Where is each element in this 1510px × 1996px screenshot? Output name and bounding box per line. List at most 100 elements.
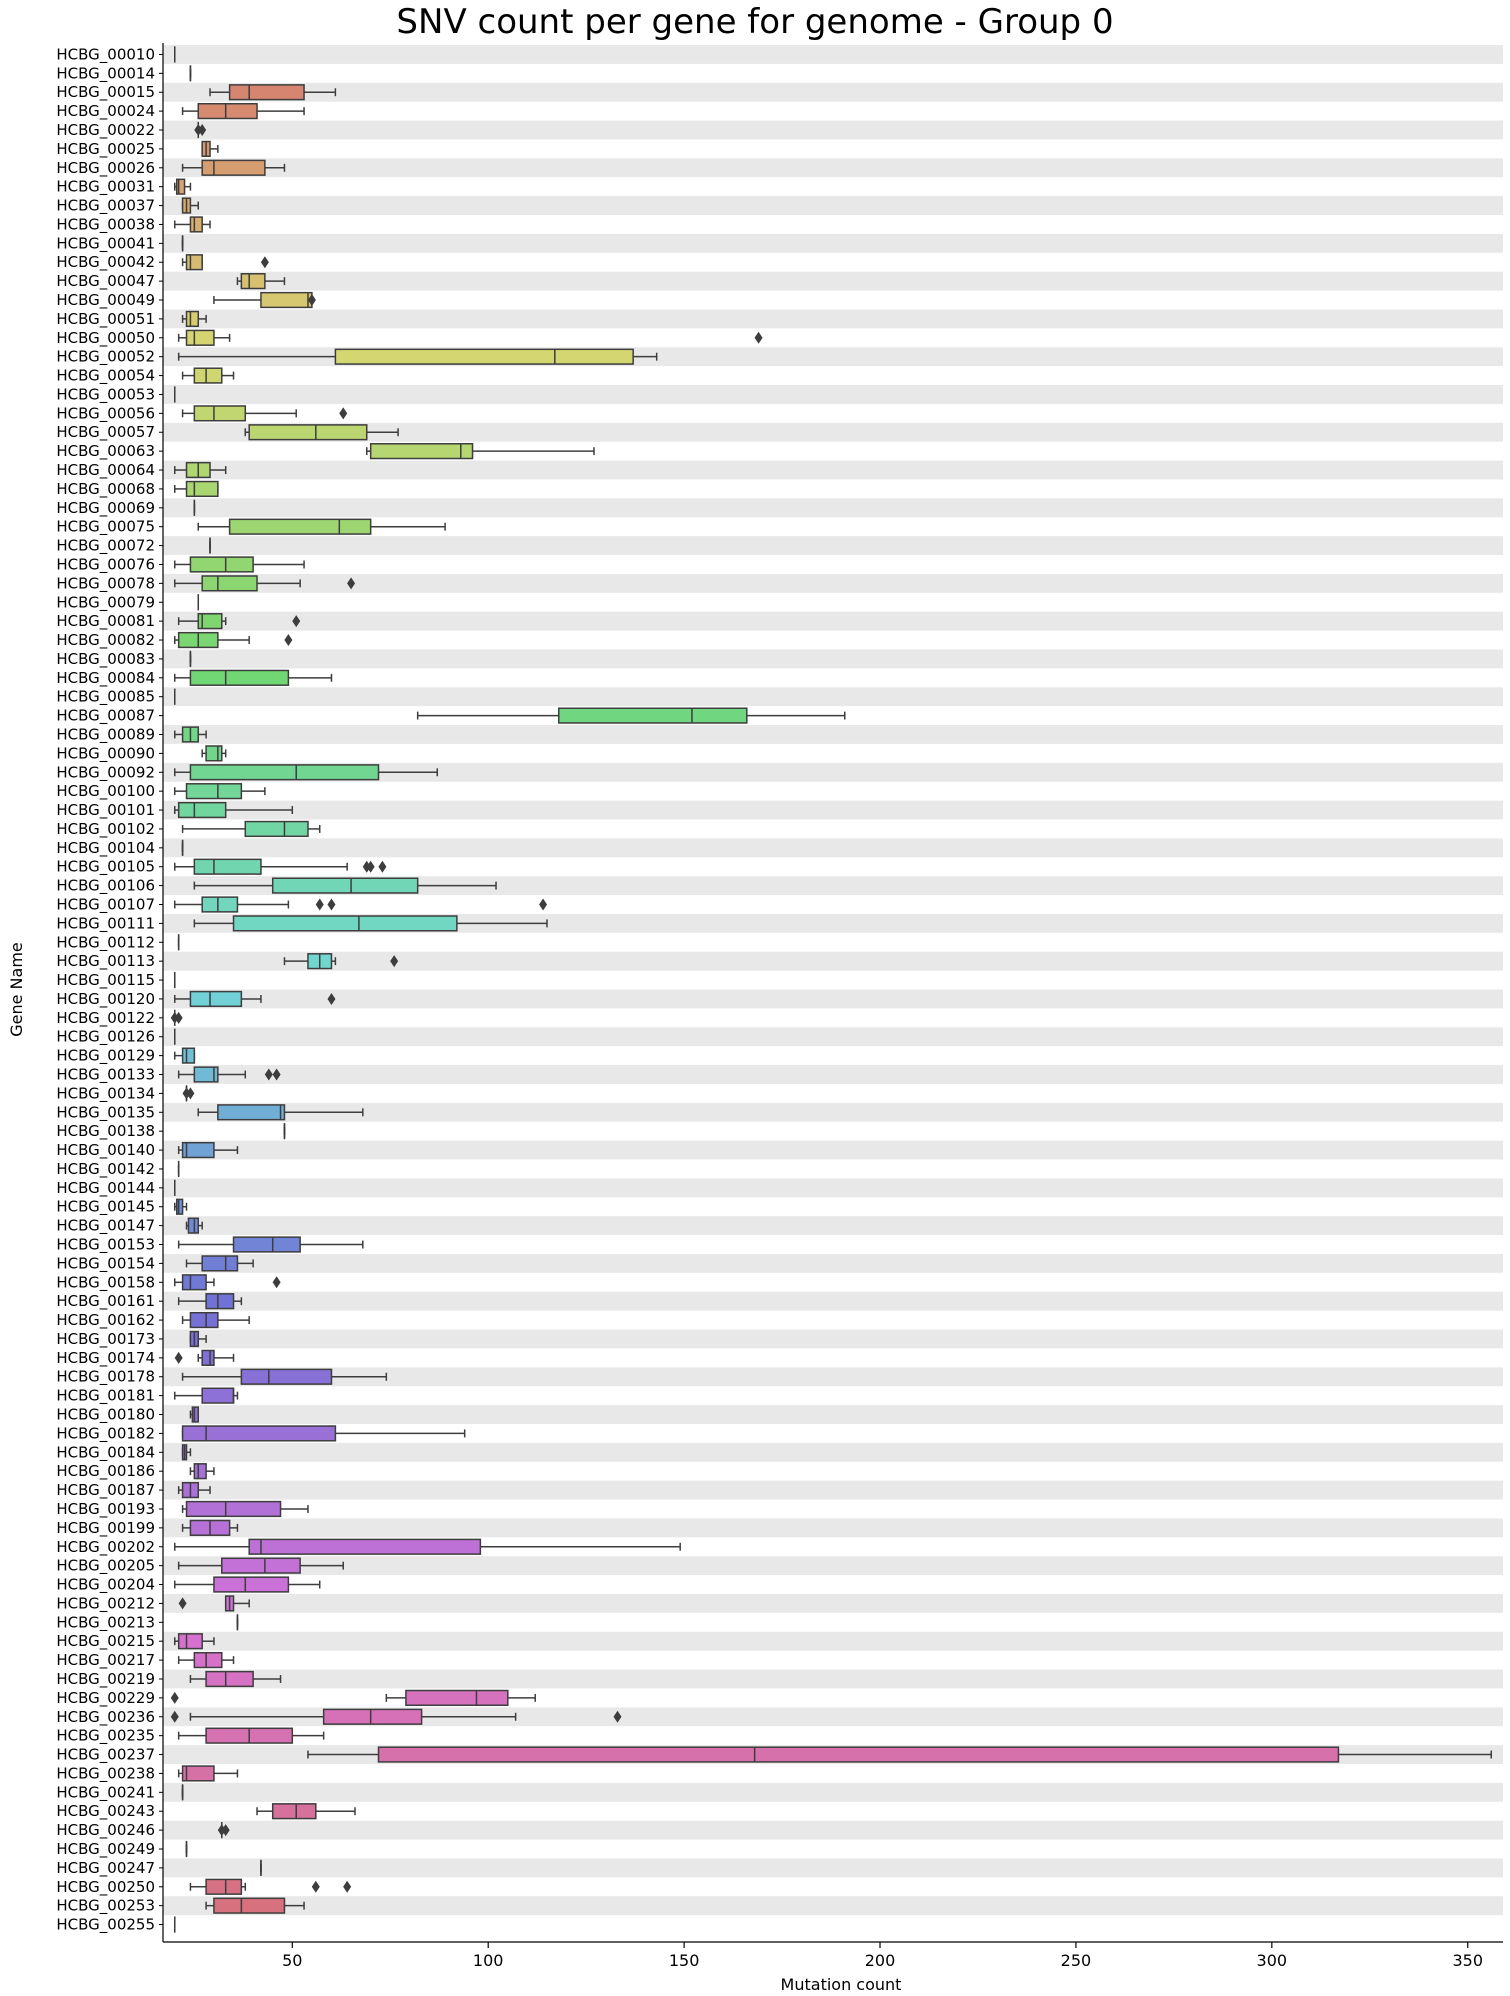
outlier-marker xyxy=(198,124,207,137)
row-band xyxy=(163,1102,1503,1122)
y-tick-label: HCBG_00089 xyxy=(56,725,155,744)
y-tick-label: HCBG_00178 xyxy=(56,1368,155,1387)
y-tick-label: HCBG_00090 xyxy=(56,744,155,763)
outlier-marker xyxy=(272,1276,281,1289)
y-tick-label: HCBG_00205 xyxy=(56,1557,155,1576)
row-band xyxy=(163,460,1503,480)
row-band xyxy=(163,1253,1503,1273)
x-tick-label: 350 xyxy=(1452,1951,1483,1970)
row-band xyxy=(163,1027,1503,1047)
row-band xyxy=(163,1631,1503,1651)
row-band xyxy=(163,498,1503,518)
row-band xyxy=(163,233,1503,253)
outlier-marker xyxy=(174,1011,183,1024)
y-tick-label: HCBG_00047 xyxy=(56,272,155,291)
y-tick-label: HCBG_00243 xyxy=(56,1802,155,1821)
box xyxy=(177,801,227,819)
outlier-marker xyxy=(539,898,548,911)
outlier-marker xyxy=(170,1691,179,1704)
box xyxy=(405,1689,509,1706)
y-tick-label: HCBG_00158 xyxy=(56,1273,155,1292)
y-tick-label: HCBG_00014 xyxy=(56,64,155,83)
box xyxy=(260,291,313,309)
row-band xyxy=(163,649,1503,669)
row-band xyxy=(163,1140,1503,1160)
row-band xyxy=(163,800,1503,820)
row-band xyxy=(163,1367,1503,1387)
outlier-marker xyxy=(613,1710,622,1723)
y-tick-label: HCBG_00250 xyxy=(56,1878,155,1897)
outlier-marker xyxy=(264,1068,273,1081)
row-band xyxy=(163,82,1503,102)
row-band xyxy=(163,1480,1503,1500)
y-tick-label: HCBG_00078 xyxy=(56,574,155,593)
x-tick-label: 250 xyxy=(1061,1951,1092,1970)
y-tick-label: HCBG_00255 xyxy=(56,1916,155,1935)
box xyxy=(271,1803,317,1820)
box xyxy=(189,990,243,1008)
y-tick-label: HCBG_00068 xyxy=(56,480,155,499)
box xyxy=(248,1538,482,1555)
outlier-marker xyxy=(327,992,336,1005)
row-band xyxy=(163,1556,1503,1576)
box xyxy=(181,1141,215,1159)
y-tick-label: HCBG_00238 xyxy=(56,1764,155,1783)
outlier-marker xyxy=(284,634,293,647)
y-tick-label: HCBG_00122 xyxy=(56,1009,155,1028)
y-tick-label: HCBG_00246 xyxy=(56,1821,155,1840)
y-tick-label: HCBG_00063 xyxy=(56,442,155,461)
box xyxy=(189,216,203,233)
y-tick-label: HCBG_00015 xyxy=(56,83,155,102)
y-tick-label: HCBG_00142 xyxy=(56,1160,155,1179)
box xyxy=(232,915,458,932)
y-tick-label: HCBG_00042 xyxy=(56,253,155,272)
y-tick-label: HCBG_00050 xyxy=(56,329,155,348)
y-tick-label: HCBG_00054 xyxy=(56,367,155,386)
x-axis-label: Mutation count xyxy=(781,1975,902,1994)
row-band xyxy=(163,422,1503,442)
y-tick-label: HCBG_00145 xyxy=(56,1198,155,1217)
row-band xyxy=(163,1518,1503,1538)
y-tick-label: HCBG_00087 xyxy=(56,707,155,726)
y-tick-label: HCBG_00199 xyxy=(56,1519,155,1538)
box xyxy=(213,1576,290,1593)
y-tick-label: HCBG_00022 xyxy=(56,121,155,140)
outlier-marker xyxy=(260,256,269,269)
box xyxy=(228,518,372,535)
y-tick-label: HCBG_00144 xyxy=(56,1179,155,1198)
row-band xyxy=(163,1820,1503,1840)
y-tick-label: HCBG_00147 xyxy=(56,1217,155,1236)
y-tick-label: HCBG_00081 xyxy=(56,612,155,631)
y-tick-label: HCBG_00202 xyxy=(56,1538,155,1557)
box xyxy=(193,1651,223,1669)
row-band xyxy=(163,876,1503,896)
box xyxy=(240,1368,333,1385)
y-tick-label: HCBG_00038 xyxy=(56,215,155,234)
box xyxy=(201,575,258,592)
outlier-marker xyxy=(178,1597,187,1610)
box xyxy=(185,480,219,498)
x-tick-label: 200 xyxy=(865,1951,896,1970)
y-tick-label: HCBG_00092 xyxy=(56,763,155,782)
row-band xyxy=(163,271,1503,291)
row-band xyxy=(163,989,1503,1009)
box xyxy=(181,1047,196,1064)
y-tick-label: HCBG_00249 xyxy=(56,1840,155,1859)
box xyxy=(175,178,186,195)
y-tick-label: HCBG_00204 xyxy=(56,1576,155,1595)
row-band xyxy=(163,1216,1503,1236)
row-band xyxy=(163,1329,1503,1349)
y-tick-label: HCBG_00107 xyxy=(56,895,155,914)
y-tick-label: HCBG_00112 xyxy=(56,933,155,952)
y-tick-label: HCBG_00082 xyxy=(56,631,155,650)
x-tick-label: 150 xyxy=(669,1951,700,1970)
y-axis-label: Gene Name xyxy=(7,942,26,1037)
outlier-marker xyxy=(390,955,399,968)
y-tick-label: HCBG_00085 xyxy=(56,688,155,707)
y-tick-label: HCBG_00236 xyxy=(56,1708,155,1727)
outlier-marker xyxy=(366,860,375,873)
box xyxy=(334,348,634,365)
y-tick-label: HCBG_00049 xyxy=(56,291,155,310)
